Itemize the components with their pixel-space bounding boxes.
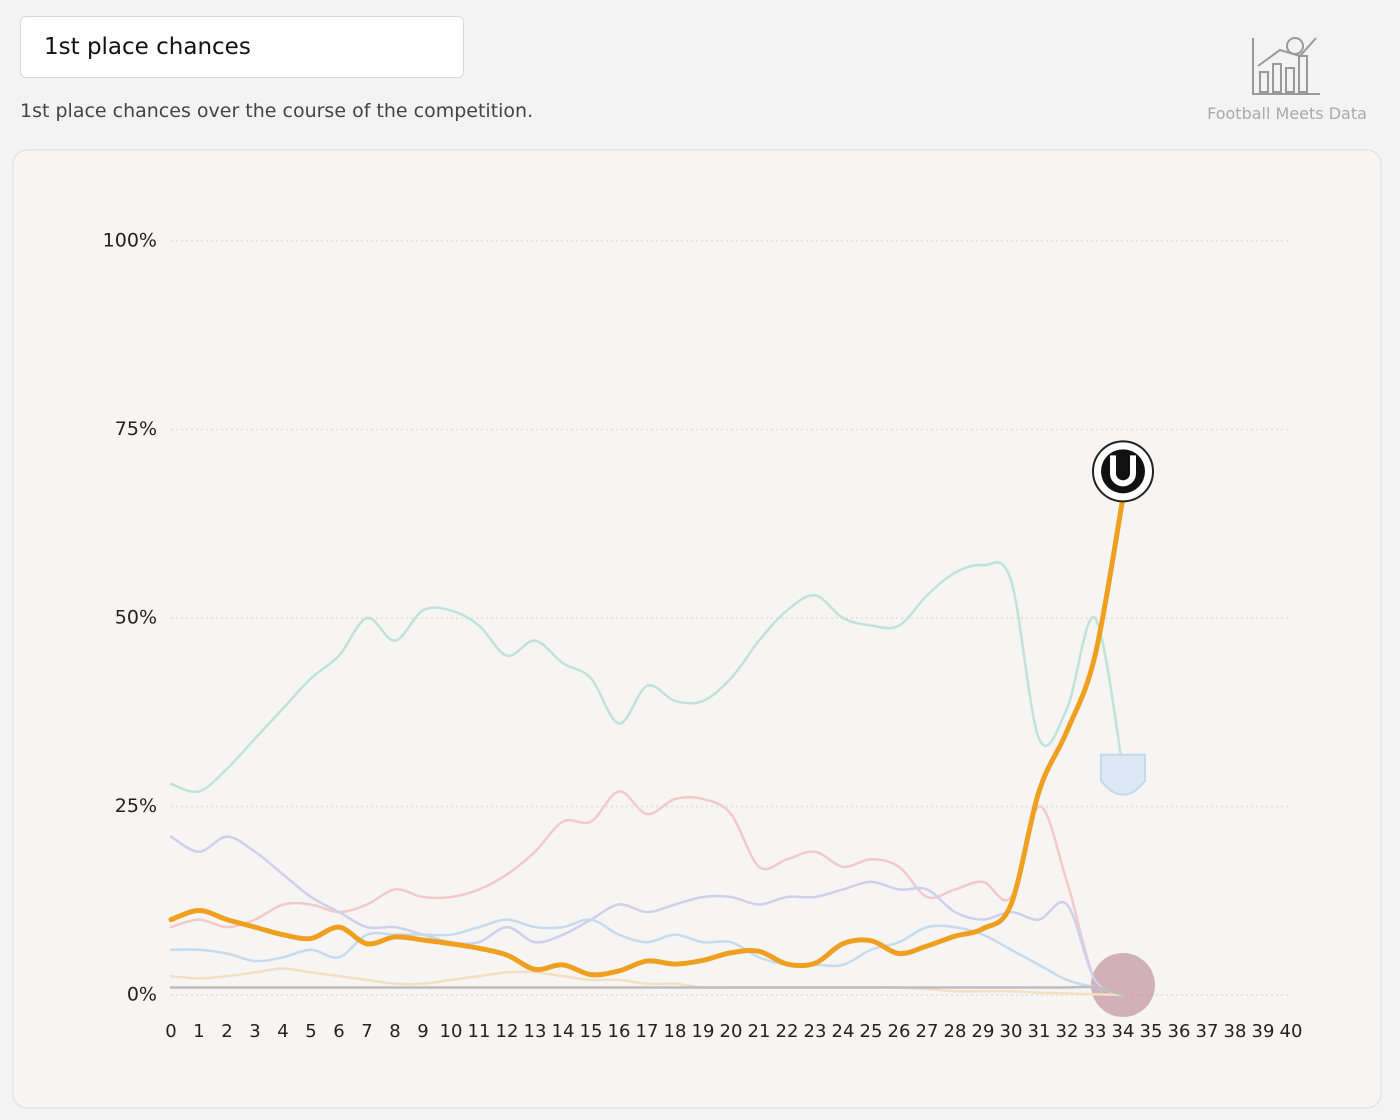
x-tick-label: 32 xyxy=(1056,1021,1079,1042)
x-tick-label: 9 xyxy=(417,1021,428,1042)
x-tick-label: 16 xyxy=(608,1021,631,1042)
team-logo-inner xyxy=(1101,449,1145,494)
x-tick-label: 0 xyxy=(165,1021,176,1042)
x-tick-label: 15 xyxy=(580,1021,603,1042)
x-tick-label: 22 xyxy=(776,1021,799,1042)
x-tick-label: 38 xyxy=(1224,1021,1247,1042)
series-line xyxy=(169,561,1125,794)
x-tick-label: 2 xyxy=(221,1021,232,1042)
series-line xyxy=(168,494,1126,978)
x-tick-label: 3 xyxy=(249,1021,260,1042)
team-logo xyxy=(1100,753,1146,796)
x-tick-label: 23 xyxy=(804,1021,827,1042)
x-tick-label: 17 xyxy=(636,1021,659,1042)
brand-icon xyxy=(1252,37,1320,95)
x-tick-label: 1 xyxy=(193,1021,204,1042)
x-tick-label: 26 xyxy=(888,1021,911,1042)
x-tick-label: 34 xyxy=(1112,1021,1135,1042)
card xyxy=(12,149,1382,1109)
x-tick-label: 28 xyxy=(944,1021,967,1042)
y-tick-label: 75% xyxy=(115,418,157,440)
x-tick-label: 21 xyxy=(748,1021,771,1042)
x-tick-label: 36 xyxy=(1168,1021,1191,1042)
x-tick-label: 39 xyxy=(1252,1021,1275,1042)
x-tick-label: 37 xyxy=(1196,1021,1219,1042)
x-tick-label: 13 xyxy=(524,1021,547,1042)
x-tick-label: 6 xyxy=(333,1021,344,1042)
x-tick-label: 20 xyxy=(720,1021,743,1042)
title-select[interactable]: 1st place chances xyxy=(20,16,464,78)
x-tick-label: 14 xyxy=(552,1021,575,1042)
y-tick-label: 25% xyxy=(115,795,157,817)
team-logo-u xyxy=(1110,455,1136,487)
brand: Football Meets Data xyxy=(1207,104,1367,123)
x-tick-label: 8 xyxy=(389,1021,400,1042)
series-line xyxy=(169,790,1125,997)
x-tick-label: 35 xyxy=(1140,1021,1163,1042)
x-tick-label: 33 xyxy=(1084,1021,1107,1042)
y-tick-label: 50% xyxy=(115,607,157,629)
x-tick-label: 40 xyxy=(1280,1021,1303,1042)
x-tick-label: 4 xyxy=(277,1021,288,1042)
series-line xyxy=(169,967,1125,997)
series-line xyxy=(169,985,1125,997)
y-tick-label: 0% xyxy=(127,984,157,1006)
x-tick-label: 11 xyxy=(468,1021,491,1042)
y-tick-label: 100% xyxy=(103,230,157,252)
subtitle: 1st place chances over the course of the… xyxy=(20,100,534,122)
team-logo xyxy=(1091,953,1155,1017)
x-tick-label: 18 xyxy=(664,1021,687,1042)
series-line xyxy=(169,835,1125,997)
series-line xyxy=(169,918,1125,997)
x-tick-label: 24 xyxy=(832,1021,855,1042)
x-tick-label: 12 xyxy=(496,1021,519,1042)
x-tick-label: 25 xyxy=(860,1021,883,1042)
x-tick-label: 10 xyxy=(440,1021,463,1042)
x-tick-label: 31 xyxy=(1028,1021,1051,1042)
x-tick-label: 19 xyxy=(692,1021,715,1042)
x-tick-label: 29 xyxy=(972,1021,995,1042)
x-tick-label: 7 xyxy=(361,1021,372,1042)
x-tick-label: 30 xyxy=(1000,1021,1023,1042)
x-tick-label: 5 xyxy=(305,1021,316,1042)
x-tick-label: 27 xyxy=(916,1021,939,1042)
